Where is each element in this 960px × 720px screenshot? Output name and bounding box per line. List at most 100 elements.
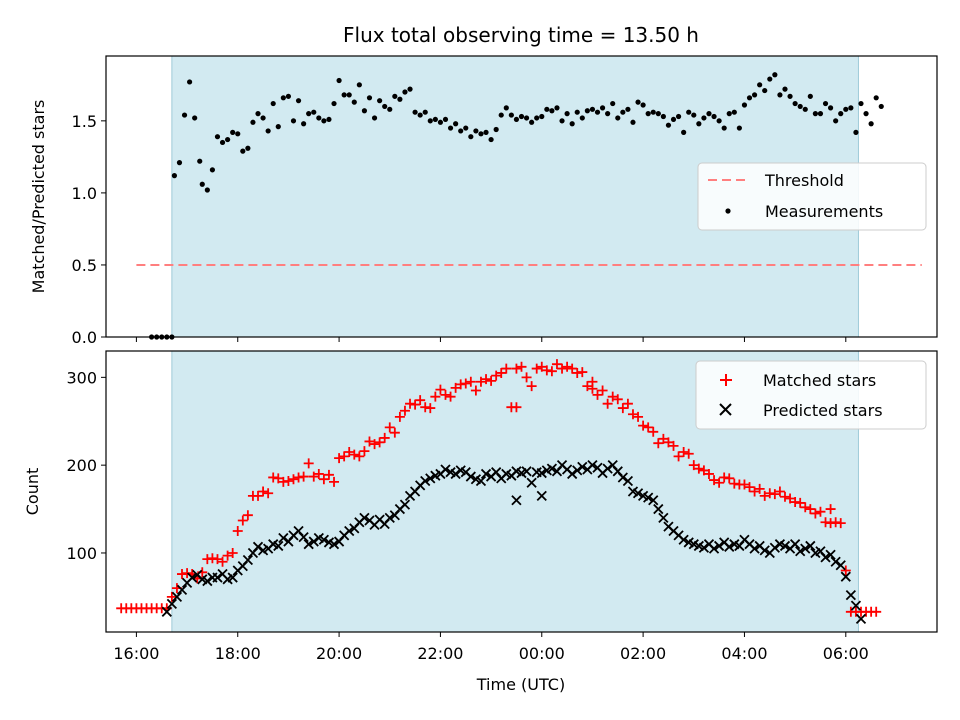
predicted-star-point (850, 600, 862, 611)
matched-star-point (551, 359, 562, 370)
measurement-point (873, 95, 879, 101)
measurement-point (503, 105, 509, 111)
measurement-point (797, 103, 803, 110)
y-tick-label: 0.0 (72, 328, 97, 347)
predicted-star-point (344, 525, 355, 537)
measurement-point (610, 100, 616, 107)
legend-predicted-swatch (719, 403, 732, 416)
measurement-point (615, 115, 621, 121)
measurement-point (716, 118, 722, 124)
y-tick-label: 100 (66, 544, 97, 563)
predicted-star-point (567, 468, 578, 480)
measurement-point (574, 109, 580, 115)
matched-star-point (288, 474, 299, 485)
x-tick-label: 20:00 (316, 644, 362, 663)
y-tick-label: 1.5 (72, 112, 97, 131)
measurement-point (711, 113, 717, 120)
matched-star-point (759, 490, 770, 501)
chart-title: Flux total observing time = 13.50 h (343, 23, 699, 47)
matched-star-point (323, 469, 334, 480)
matched-star-point (531, 363, 542, 374)
legend-box (697, 162, 927, 231)
matched-star-point (349, 449, 360, 460)
measurement-point (681, 129, 687, 135)
measurement-point (731, 109, 737, 115)
measurement-point (301, 121, 307, 127)
predicted-star-point (789, 539, 801, 550)
matched-star-point (308, 471, 319, 482)
matched-star-point (835, 518, 846, 529)
matched-star-point (318, 474, 329, 485)
measurement-point (493, 126, 499, 133)
legend-matched-swatch (720, 374, 732, 386)
measurement-point (214, 134, 221, 140)
measurement-point (807, 93, 813, 99)
measurement-point (762, 87, 768, 94)
measurement-point (594, 109, 601, 115)
matched-star-point (258, 486, 269, 497)
series-measurements (149, 72, 884, 340)
measurement-point (650, 109, 656, 115)
measurement-point (468, 134, 474, 140)
measurement-point (777, 92, 783, 98)
matched-star-point (389, 427, 400, 438)
measurement-point (645, 111, 651, 117)
y-axis-label: Count (23, 468, 42, 516)
matched-star-point (638, 420, 649, 431)
matched-star-point (546, 366, 557, 377)
matched-star-point (739, 479, 750, 490)
measurement-point (204, 187, 210, 193)
matched-star-point (683, 448, 694, 459)
measurement-point (640, 102, 646, 108)
predicted-star-point (328, 539, 340, 550)
matched-star-point (399, 405, 410, 416)
measurement-point (326, 116, 332, 123)
matched-star-point (810, 508, 821, 519)
measurement-point (706, 111, 712, 117)
measurement-point (782, 86, 788, 92)
measurement-point (518, 113, 525, 120)
matched-star-point (577, 367, 588, 378)
measurement-point (660, 113, 666, 120)
y-tick-label: 300 (66, 368, 97, 387)
predicted-star-point (273, 540, 284, 552)
measurement-point (584, 108, 590, 114)
matched-star-point (795, 497, 806, 508)
measurement-point (235, 131, 241, 137)
measurement-point (675, 113, 682, 120)
matched-star-point (475, 376, 486, 387)
matched-star-point (653, 438, 664, 449)
measurement-point (655, 111, 661, 117)
measurement-point (483, 129, 489, 135)
matched-star-point (339, 451, 350, 462)
matched-star-point (668, 440, 679, 451)
matched-star-point (825, 504, 836, 515)
measurement-point (544, 106, 550, 112)
measurement-point (670, 116, 677, 123)
matched-star-point (217, 556, 228, 567)
predicted-star-point (465, 471, 476, 482)
matched-star-point (648, 426, 659, 437)
matched-star-point (445, 391, 456, 402)
measurement-point (630, 119, 636, 125)
measurement-point (513, 116, 520, 123)
measurement-point (331, 100, 337, 107)
matched-star-point (825, 518, 836, 529)
measurement-point (635, 99, 641, 105)
legend-measurements-label: Measurements (765, 202, 883, 221)
measurement-point (767, 76, 773, 82)
measurement-point (412, 109, 418, 115)
matched-star-point (501, 363, 512, 374)
measurement-point (181, 112, 188, 118)
legend-threshold-label: Threshold (764, 171, 844, 190)
panel-bottom: 100 200 300 16:00 18:00 20:00 22:00 00:00 02:00 0… (23, 351, 938, 663)
measurement-point (265, 128, 271, 134)
measurement-point (437, 119, 444, 125)
measurement-point (371, 115, 378, 121)
predicted-star-point (577, 461, 588, 473)
matched-star-point (379, 432, 390, 443)
matched-star-point (303, 458, 314, 469)
matched-star-point (698, 465, 709, 476)
matched-star-point (521, 372, 532, 383)
